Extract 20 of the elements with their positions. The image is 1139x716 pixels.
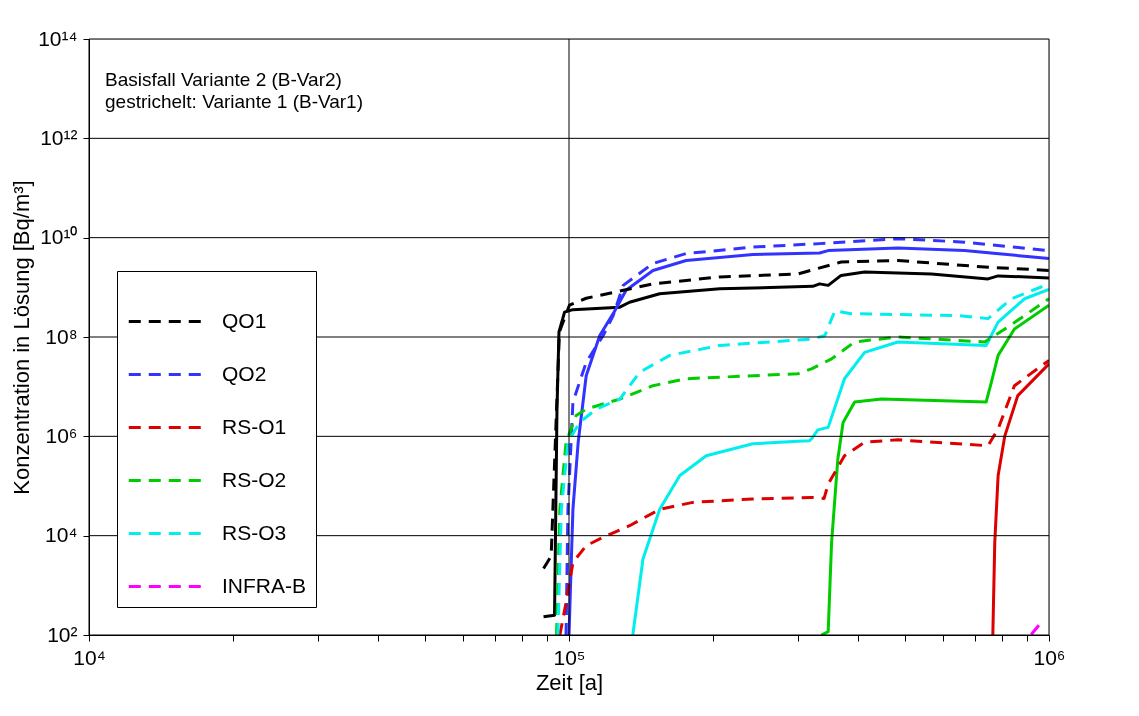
y-tick-label: 10¹² [40,125,78,149]
legend-label: QO2 [222,361,267,385]
y-tick-label: 10² [47,622,78,646]
x-tick-label: 10⁴ [73,645,106,669]
legend-label: QO1 [222,308,267,332]
annotation: Basisfall Variante 2 (B-Var2) [105,69,342,90]
legend-label: INFRA-B [222,573,306,597]
y-tick-label: 10⁴ [45,523,78,547]
y-tick-label: 10¹⁰ [40,225,78,249]
y-axis-title: Konzentration in Lösung [Bq/m³] [9,180,35,495]
annotation: gestrichelt: Variante 1 (B-Var1) [105,91,364,112]
x-tick-label: 10⁶ [1033,645,1066,669]
y-tick-label: 10¹⁴ [38,26,78,50]
legend-label: RS-O1 [222,414,287,438]
y-tick-label: 10⁶ [45,423,78,447]
x-axis-title: Zeit [a] [535,669,604,695]
x-tick-label: 10⁵ [553,645,586,669]
y-tick-label: 10⁸ [45,324,78,348]
legend-label: RS-O2 [222,467,287,491]
legend-label: RS-O3 [222,520,287,544]
